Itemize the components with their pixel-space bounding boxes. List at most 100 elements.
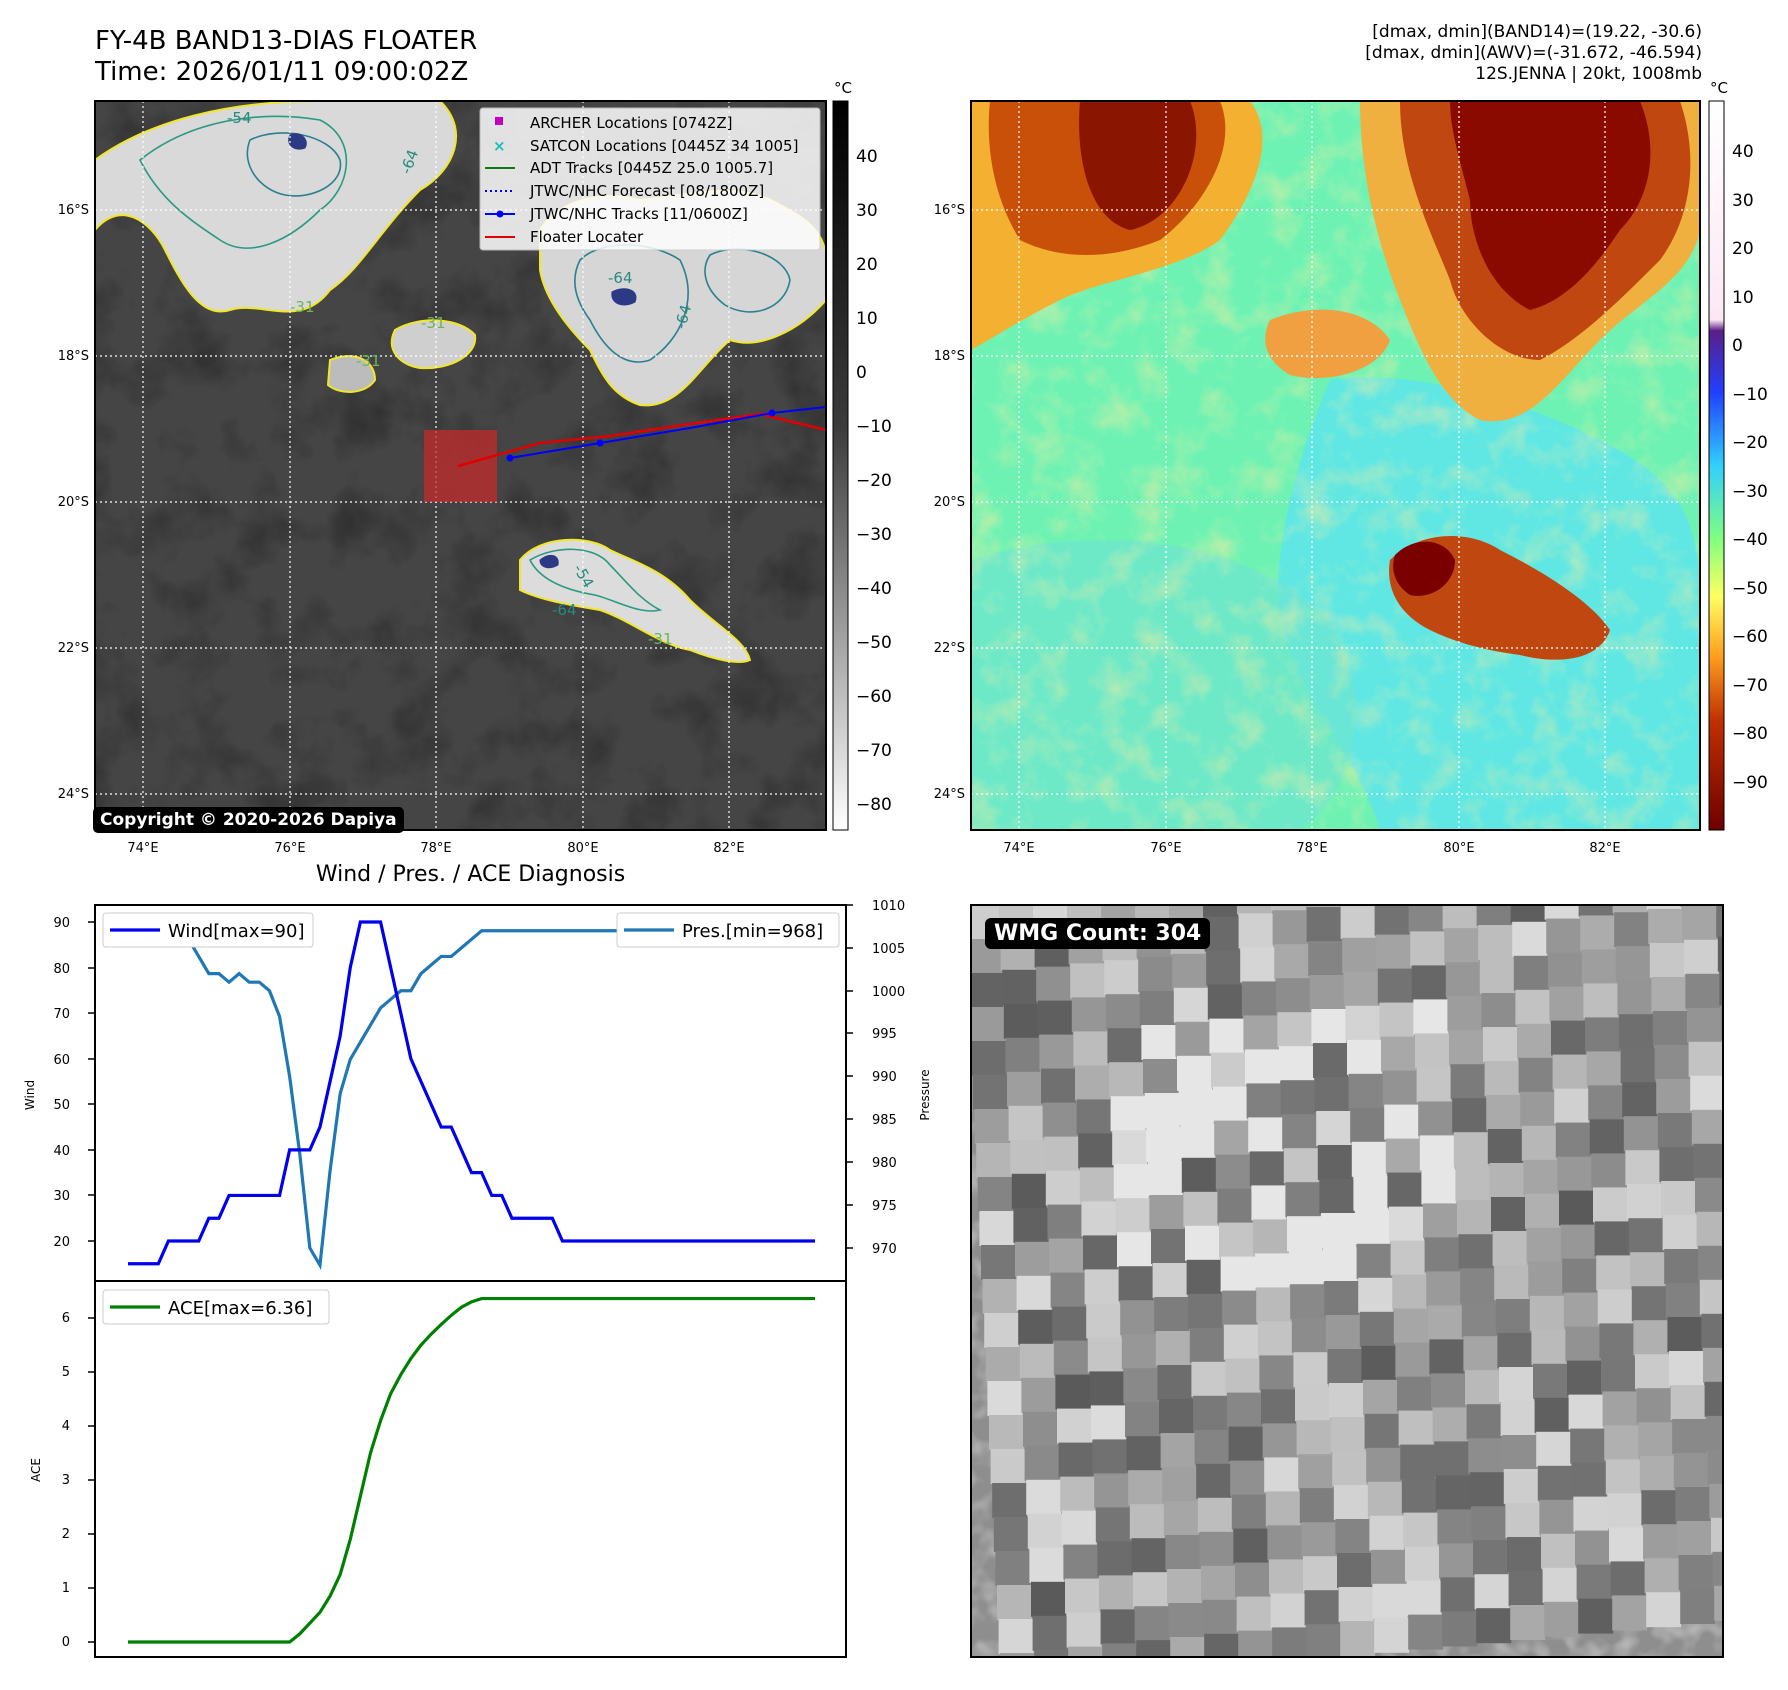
svg-text:985: 985: [872, 1113, 897, 1128]
wmg-pixel: [1217, 1188, 1253, 1224]
wmg-pixel: [1271, 905, 1306, 912]
wmg-pixel: [1716, 905, 1723, 938]
wmg-pixel: [1223, 1324, 1259, 1360]
wmg-pixel: [1551, 1020, 1586, 1056]
svg-text:78°E: 78°E: [1296, 841, 1327, 856]
wmg-pixel: [1301, 1522, 1337, 1558]
wmg-pixel: [1199, 1531, 1235, 1567]
wmg-image: [971, 841, 1783, 1657]
wmg-pixel: [1607, 1493, 1643, 1529]
wmg-pixel: [1078, 1133, 1114, 1169]
wmg-pixel: [1576, 1564, 1612, 1600]
svg-text:16°S: 16°S: [934, 203, 965, 218]
wmg-pixel: [1211, 1052, 1246, 1088]
wmg-pixel: [1376, 934, 1412, 970]
wmg-pixel: [1748, 1583, 1783, 1618]
svg-text:20°S: 20°S: [58, 495, 89, 510]
wmg-pixel: [1656, 1079, 1692, 1114]
svg-text:3: 3: [62, 1473, 70, 1488]
wmg-pixel: [1026, 1479, 1062, 1515]
wmg-pixel: [1254, 1253, 1290, 1289]
svg-text:−40: −40: [856, 579, 892, 599]
wmg-pixel: [1230, 1460, 1266, 1496]
wmg-pixel: [1363, 1379, 1398, 1415]
wmg-pixel: [1680, 905, 1716, 907]
wmg-pixel: [1047, 1204, 1083, 1240]
wmg-pixel: [1450, 1064, 1486, 1100]
wmg-pixel: [1605, 1459, 1641, 1495]
svg-text:0: 0: [856, 363, 867, 383]
wmg-pixel: [1285, 1182, 1321, 1218]
wmg-pixel: [1185, 1225, 1220, 1261]
wmg-pixel: [1215, 1154, 1251, 1190]
svg-text:JTWC/NHC Tracks [11/0600Z]: JTWC/NHC Tracks [11/0600Z]: [529, 205, 748, 223]
wmg-pixel: [1075, 1065, 1110, 1101]
wmg-pixel: [1201, 1565, 1236, 1601]
wmg-pixel: [1529, 1295, 1565, 1331]
wmg-pixel: [1567, 1360, 1602, 1396]
wmg-pixel: [1170, 1637, 1206, 1657]
wmg-pixel: [1589, 1119, 1625, 1155]
wmg-pixel: [1643, 1524, 1678, 1560]
wmg-pixel: [1657, 1113, 1693, 1148]
wmg-pixel: [1015, 1241, 1050, 1277]
wmg-pixel: [1742, 1447, 1777, 1482]
ace-ticks: 6 5 4 3 2 1 0: [62, 1311, 70, 1650]
svg-text:6: 6: [62, 1311, 70, 1326]
wmg-pixel: [1400, 1444, 1436, 1480]
wmg-pixel: [1034, 1649, 1070, 1657]
wmg-pixel: [1102, 1643, 1138, 1657]
wmg-pixel: [1734, 1277, 1769, 1312]
wmg-pixel: [1518, 1057, 1554, 1093]
wmg-pixel: [1544, 1601, 1580, 1637]
wmg-pixel: [1457, 1200, 1492, 1236]
wmg-pixel: [1573, 1496, 1609, 1532]
wmg-pixel: [1061, 1510, 1097, 1546]
wmg-pixel: [1231, 1494, 1267, 1530]
svg-text:10: 10: [856, 309, 878, 329]
svg-text:16°S: 16°S: [58, 203, 89, 218]
svg-text:-31: -31: [290, 298, 315, 316]
wmg-pixel: [1303, 1556, 1338, 1592]
wmg-pixel: [1089, 1371, 1125, 1407]
svg-text:22°S: 22°S: [58, 641, 89, 656]
svg-text:1010: 1010: [872, 899, 905, 914]
wmg-pixel: [1693, 1143, 1723, 1179]
wmg-pixel: [1403, 1512, 1439, 1548]
wmg-pixel: [1528, 1261, 1564, 1297]
wmg-pixel: [1269, 1559, 1304, 1595]
wmg-pixel: [1449, 1030, 1484, 1066]
wmg-pixel: [1644, 1558, 1680, 1594]
svg-text:22°S: 22°S: [934, 641, 965, 656]
wmg-pixel: [1123, 1368, 1159, 1404]
wmg-pixel: [1442, 1611, 1478, 1647]
wmg-pixel: [1544, 905, 1580, 920]
wmg-pixel: [1406, 1580, 1442, 1616]
svg-text:80: 80: [53, 962, 70, 977]
archer-marker: [495, 117, 503, 125]
wv-colorbar: °C 40 30 20 10 0 −10 −20 −30 −40 −50 −60…: [1708, 79, 1768, 831]
wmg-pixel: [1204, 916, 1240, 952]
wmg-pixel: [985, 1347, 1021, 1382]
svg-text:−80: −80: [856, 795, 892, 815]
wmg-pixel: [1555, 1122, 1591, 1158]
wmg-pixel: [1340, 905, 1376, 939]
wmg-pixel: [1680, 1589, 1716, 1624]
wmg-pixel: [1364, 1413, 1400, 1449]
satcon-marker: ×: [493, 137, 506, 155]
wmg-pixel: [1471, 1506, 1507, 1542]
svg-text:ARCHER Locations [0742Z]: ARCHER Locations [0742Z]: [530, 114, 733, 132]
wv-lon-labels: 74°E 76°E 78°E 80°E 82°E: [1003, 841, 1620, 856]
wmg-pixel: [1296, 1420, 1332, 1456]
svg-text:JTWC/NHC Forecast [08/1800Z]: JTWC/NHC Forecast [08/1800Z]: [529, 182, 764, 200]
wmg-pixel: [1645, 841, 1680, 876]
wmg-pixel: [976, 1143, 1012, 1178]
wmg-pixel: [1097, 1541, 1133, 1577]
wmg-pixel: [973, 1075, 1008, 1110]
wmg-pixel: [1351, 1141, 1387, 1177]
wmg-pixel: [1369, 1515, 1405, 1551]
wv-gridlines: [971, 101, 1700, 830]
wmg-pixel: [1520, 1091, 1556, 1127]
wmg-pixel: [1560, 1224, 1596, 1260]
wmg-pixel: [1465, 1370, 1500, 1406]
